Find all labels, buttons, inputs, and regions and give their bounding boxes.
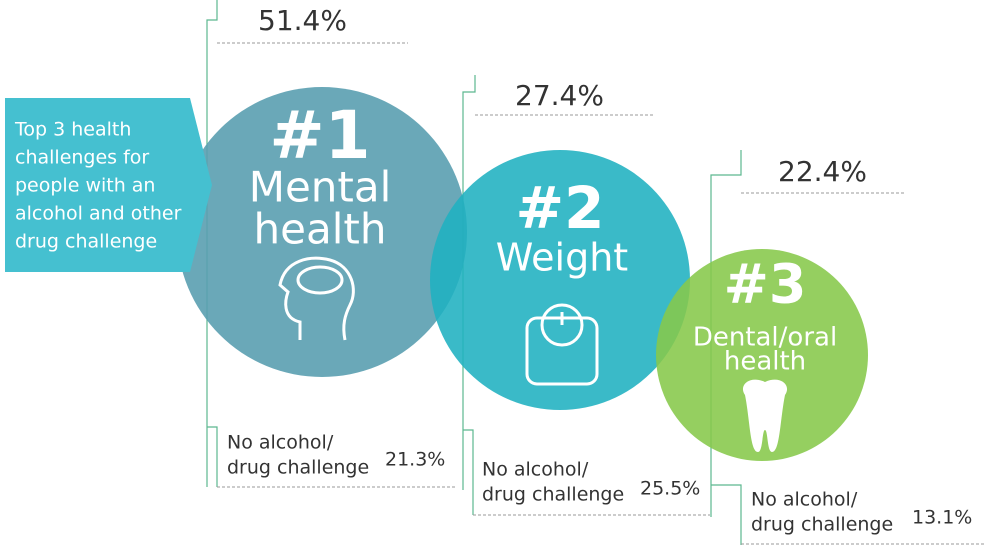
item-name: Dental/oral [693,323,837,353]
intro-box [5,98,212,272]
comparison: drug challenge [751,514,893,536]
intro-line: people with an [15,175,155,197]
comparison-percent: 25.5% [640,478,700,500]
item-name: health [724,347,806,377]
circle-1 [177,87,467,377]
percent: 22.4% [778,155,867,188]
comparison: drug challenge [227,457,369,479]
percent: 51.4% [258,4,347,37]
comparison: No alcohol/ [227,432,334,454]
rank: #1 [269,97,370,174]
brackets [206,0,985,545]
rank: #3 [724,253,807,316]
item-name: health [254,205,387,254]
circle-2 [430,150,690,410]
intro: Top 3 health challenges for people with … [14,119,182,253]
intro-line: alcohol and other [15,203,182,225]
intro-line: Top 3 health [14,119,131,141]
scale-icon [525,303,599,386]
intro-line: drug challenge [15,231,157,253]
comparison-percent: 13.1% [912,507,972,529]
comparison: No alcohol/ [751,489,858,511]
item-name: Mental [249,163,392,212]
tooth-icon [742,379,788,452]
intro-line: challenges for [15,147,149,169]
comparison-percent: 21.3% [385,449,445,471]
comparison: No alcohol/ [482,459,589,481]
rank: #2 [516,174,605,242]
percent: 27.4% [515,79,604,112]
circle-3 [656,249,868,461]
head-icon [278,256,355,341]
comparison: drug challenge [482,484,624,506]
item-name: Weight [496,236,628,280]
